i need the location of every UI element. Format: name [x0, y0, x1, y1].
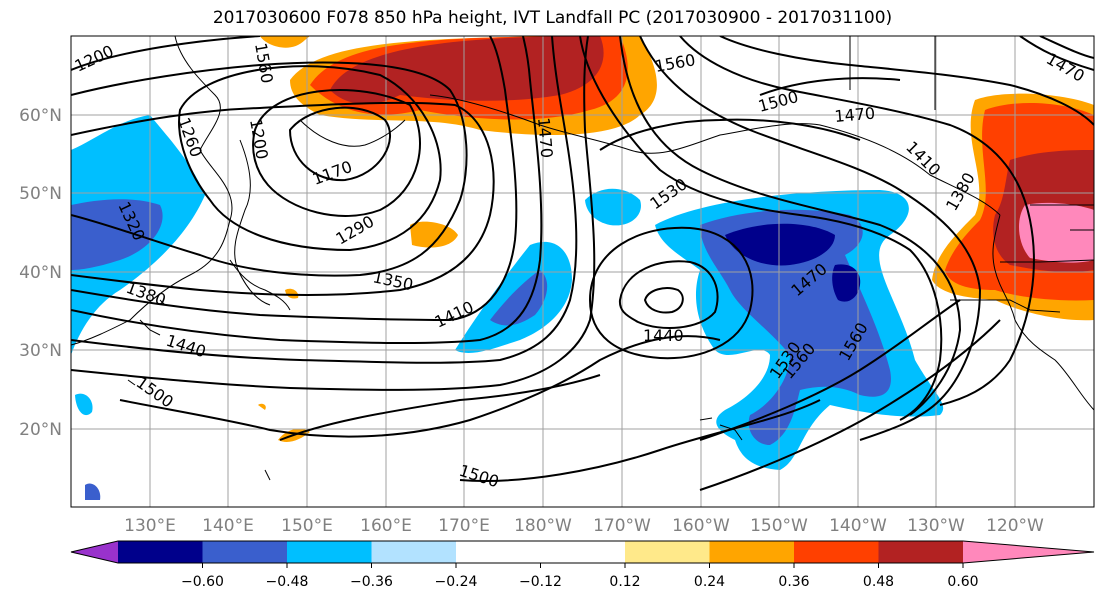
colorbar-swatch [71, 541, 118, 563]
colorbar-tick-label: 0.12 [609, 574, 640, 590]
colorbar-outline [70, 540, 1095, 564]
colorbar-swatch [118, 541, 203, 563]
lon-label: 150°E [281, 516, 333, 536]
map-area: 1200 1260 1200 1170 1290 1320 1350 1380 … [71, 36, 1094, 507]
colorbar-tick-label: 0.24 [694, 574, 725, 590]
lat-label-50n: 50°N [19, 184, 62, 204]
colorbar-swatch [878, 541, 963, 563]
colorbar-tick-label: −0.48 [266, 574, 309, 590]
contour-label: 1470 [534, 117, 556, 159]
lon-label: 160°W [672, 516, 730, 536]
lon-label: 170°W [593, 516, 651, 536]
lon-label: 130°E [124, 516, 176, 536]
map-frame [70, 35, 1095, 508]
latitude-labels: 60°N 50°N 40°N 30°N 20°N [19, 106, 62, 440]
lon-label: 140°W [829, 516, 887, 536]
contour-label: 1440 [643, 326, 684, 345]
height-contours [71, 36, 1094, 491]
lon-label: 140°E [202, 516, 254, 536]
contour-label: 1470 [834, 104, 876, 126]
colorbar-ticks [202, 563, 964, 568]
lon-label: 160°E [360, 516, 412, 536]
lon-label: 150°W [750, 516, 808, 536]
lat-label-60n: 60°N [19, 106, 62, 126]
lat-label-20n: 20°N [19, 420, 62, 440]
graticule [71, 36, 1094, 507]
colorbar-swatch [625, 541, 710, 563]
longitude-labels: 130°E 140°E 150°E 160°E 170°E 180°W 170°… [124, 516, 1044, 536]
lat-label-30n: 30°N [19, 341, 62, 361]
lon-label: 130°W [907, 516, 965, 536]
colorbar-tick-label: −0.36 [350, 574, 393, 590]
lon-label: 170°E [438, 516, 490, 536]
colorbar-swatch [794, 541, 879, 563]
colorbar-swatch [287, 541, 372, 563]
colorbar-swatch [371, 541, 456, 563]
colorbar-swatch [202, 541, 287, 563]
positive-ivt-shading [258, 36, 1094, 443]
colorbar-swatch [709, 541, 794, 563]
colorbar-tick-label: 0.48 [863, 574, 894, 590]
colorbar-tick-label: −0.24 [435, 574, 478, 590]
colorbar-tick-label: 0.36 [778, 574, 809, 590]
map-title: 2017030600 F078 850 hPa height, IVT Land… [212, 8, 893, 28]
negative-ivt-shading [71, 115, 944, 500]
colorbar-tick-label: −0.12 [519, 574, 562, 590]
lon-label: 180°W [514, 516, 572, 536]
lat-label-40n: 40°N [19, 263, 62, 283]
colorbar-swatch [963, 541, 1094, 563]
colorbar-tick-label: 0.60 [947, 574, 978, 590]
lon-label: 120°W [986, 516, 1044, 536]
colorbar-swatch [456, 541, 625, 563]
colorbar-tick-label: −0.60 [181, 574, 224, 590]
colorbar: −0.60 −0.48 −0.36 −0.24 −0.12 0.12 0.24 … [70, 540, 1095, 590]
